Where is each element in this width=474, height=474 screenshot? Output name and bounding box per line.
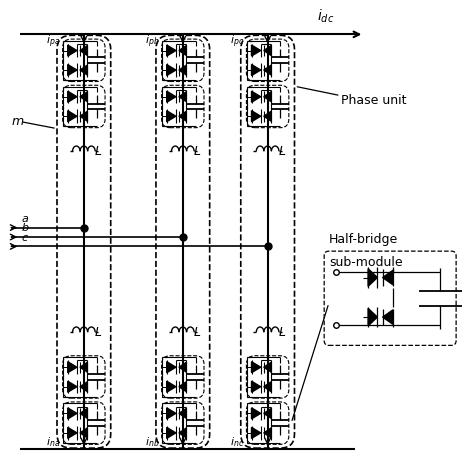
Text: $a$: $a$ (21, 214, 29, 224)
Polygon shape (80, 92, 87, 101)
Polygon shape (264, 46, 271, 55)
Polygon shape (68, 362, 77, 373)
Text: $i_{pc}$: $i_{pc}$ (230, 33, 244, 50)
Polygon shape (179, 92, 186, 101)
Polygon shape (252, 381, 261, 392)
Polygon shape (167, 45, 176, 56)
Polygon shape (264, 362, 271, 372)
Polygon shape (167, 64, 176, 75)
Polygon shape (80, 65, 87, 75)
Polygon shape (179, 111, 186, 121)
Polygon shape (68, 428, 77, 438)
Polygon shape (264, 428, 271, 438)
Polygon shape (167, 362, 176, 373)
Polygon shape (252, 91, 261, 102)
Text: $i_{pb}$: $i_{pb}$ (145, 33, 159, 50)
Polygon shape (68, 408, 77, 419)
Polygon shape (167, 428, 176, 438)
Text: $L$: $L$ (278, 145, 286, 158)
Polygon shape (252, 428, 261, 438)
Polygon shape (167, 91, 176, 102)
Polygon shape (264, 92, 271, 101)
Polygon shape (252, 64, 261, 75)
Polygon shape (167, 111, 176, 122)
Polygon shape (68, 111, 77, 122)
Text: $L$: $L$ (94, 326, 102, 339)
Polygon shape (68, 381, 77, 392)
Text: $i_{nc}$: $i_{nc}$ (230, 435, 244, 449)
Text: $L$: $L$ (94, 145, 102, 158)
Polygon shape (252, 45, 261, 56)
Text: $i_{nb}$: $i_{nb}$ (145, 435, 159, 449)
Text: $i_{na}$: $i_{na}$ (46, 435, 60, 449)
Text: Phase unit: Phase unit (341, 94, 406, 107)
Polygon shape (80, 409, 87, 418)
Polygon shape (264, 111, 271, 121)
Polygon shape (80, 362, 87, 372)
Polygon shape (179, 65, 186, 75)
Polygon shape (179, 46, 186, 55)
Polygon shape (179, 362, 186, 372)
Polygon shape (383, 270, 393, 285)
Text: $b$: $b$ (21, 221, 30, 233)
Text: $L$: $L$ (193, 145, 201, 158)
Polygon shape (252, 111, 261, 122)
Polygon shape (68, 64, 77, 75)
Polygon shape (167, 408, 176, 419)
Text: Half-bridge: Half-bridge (329, 233, 398, 246)
Text: $L$: $L$ (278, 326, 286, 339)
Polygon shape (80, 382, 87, 392)
Polygon shape (179, 428, 186, 438)
Polygon shape (68, 91, 77, 102)
Polygon shape (264, 65, 271, 75)
Polygon shape (252, 408, 261, 419)
Polygon shape (264, 409, 271, 418)
Text: $i_{dc}$: $i_{dc}$ (317, 8, 334, 25)
Polygon shape (368, 269, 377, 286)
Polygon shape (68, 45, 77, 56)
Polygon shape (264, 382, 271, 392)
Polygon shape (383, 310, 393, 324)
Text: $m$: $m$ (11, 115, 24, 128)
Polygon shape (167, 381, 176, 392)
Polygon shape (80, 46, 87, 55)
Polygon shape (80, 428, 87, 438)
Polygon shape (80, 111, 87, 121)
Text: $L$: $L$ (193, 326, 201, 339)
Text: $c$: $c$ (21, 233, 29, 243)
Text: $i_{pa}$: $i_{pa}$ (46, 33, 60, 50)
Polygon shape (252, 362, 261, 373)
Polygon shape (179, 409, 186, 418)
Text: sub-module: sub-module (329, 256, 402, 269)
Polygon shape (179, 382, 186, 392)
Polygon shape (368, 308, 377, 326)
